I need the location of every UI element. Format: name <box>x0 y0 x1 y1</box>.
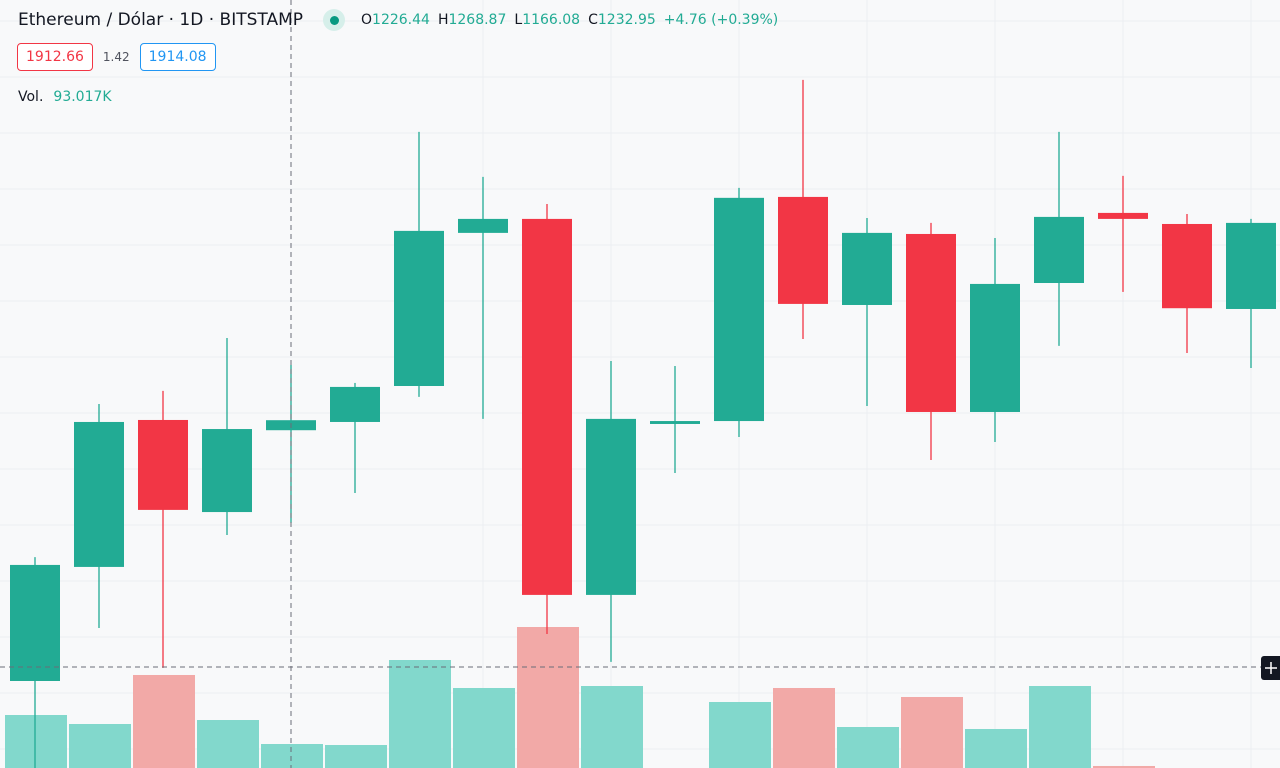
volume-legend: Vol. 93.017K <box>18 89 112 105</box>
value: 1226.44 <box>372 12 430 28</box>
candle-body <box>522 218 572 595</box>
change: +4.76 (+0.39%) <box>663 12 779 28</box>
volume-bar <box>261 744 323 768</box>
volume-bar <box>901 696 963 768</box>
candle-body <box>970 283 1020 412</box>
value: 1166.08 <box>522 12 581 28</box>
label: H <box>437 12 449 28</box>
volume-bar <box>133 674 195 768</box>
legend-header: Ethereum / Dólar · 1D · BITSTAMP O1226.4… <box>18 9 778 31</box>
candles <box>10 79 1276 768</box>
low: L1166.08 <box>514 12 580 28</box>
candle-body <box>10 564 60 681</box>
label: O <box>361 12 373 28</box>
sell-button[interactable]: 1912.66 <box>17 43 93 71</box>
label: Vol. <box>18 89 44 105</box>
candle-body <box>74 421 124 567</box>
open: O1226.44 <box>361 12 430 28</box>
candle-body <box>906 233 956 412</box>
candle-body <box>138 419 188 510</box>
candle-body <box>586 418 636 595</box>
volume-bar <box>1029 686 1091 768</box>
candle-body <box>1226 222 1276 309</box>
candle-body <box>650 421 700 424</box>
volume-bar <box>389 659 451 768</box>
volume-bar <box>69 724 131 768</box>
volume-bar <box>325 745 387 768</box>
volume-bar <box>453 687 515 768</box>
volume-bar <box>1093 765 1155 768</box>
buy-button[interactable]: 1914.08 <box>139 43 216 71</box>
add-button[interactable] <box>1261 656 1280 680</box>
volume-pane <box>5 627 1155 768</box>
value: 1232.95 <box>597 12 656 28</box>
candle-body <box>394 230 444 386</box>
volume-bar <box>517 627 579 768</box>
symbol-title[interactable]: Ethereum / Dólar · 1D · BITSTAMP <box>18 10 303 30</box>
volume-bar <box>197 720 259 768</box>
trade-row: 1912.66 1.42 1914.08 <box>17 43 216 71</box>
candle-body <box>1034 216 1084 284</box>
candle-body <box>1098 212 1148 219</box>
spread: 1.42 <box>102 50 130 64</box>
volume-bar <box>5 715 67 768</box>
candle-body <box>458 218 508 233</box>
value: 93.017K <box>53 89 112 105</box>
volume-bar <box>773 687 835 768</box>
value: 1268.87 <box>448 12 507 28</box>
volume-bar <box>581 686 643 768</box>
label: L <box>514 12 523 28</box>
candle-body <box>202 429 252 513</box>
volume-bar <box>709 702 771 768</box>
high: H1268.87 <box>438 12 506 28</box>
market-status[interactable] <box>323 9 345 31</box>
volume-bar <box>965 728 1027 768</box>
close: C1232.95 <box>588 12 656 28</box>
candle-body <box>714 197 764 422</box>
candle-body <box>1162 223 1212 309</box>
label: C <box>588 12 598 28</box>
candle-body <box>842 232 892 305</box>
candle-body <box>330 386 380 422</box>
candle-body <box>778 196 828 304</box>
volume-bar <box>837 727 899 768</box>
